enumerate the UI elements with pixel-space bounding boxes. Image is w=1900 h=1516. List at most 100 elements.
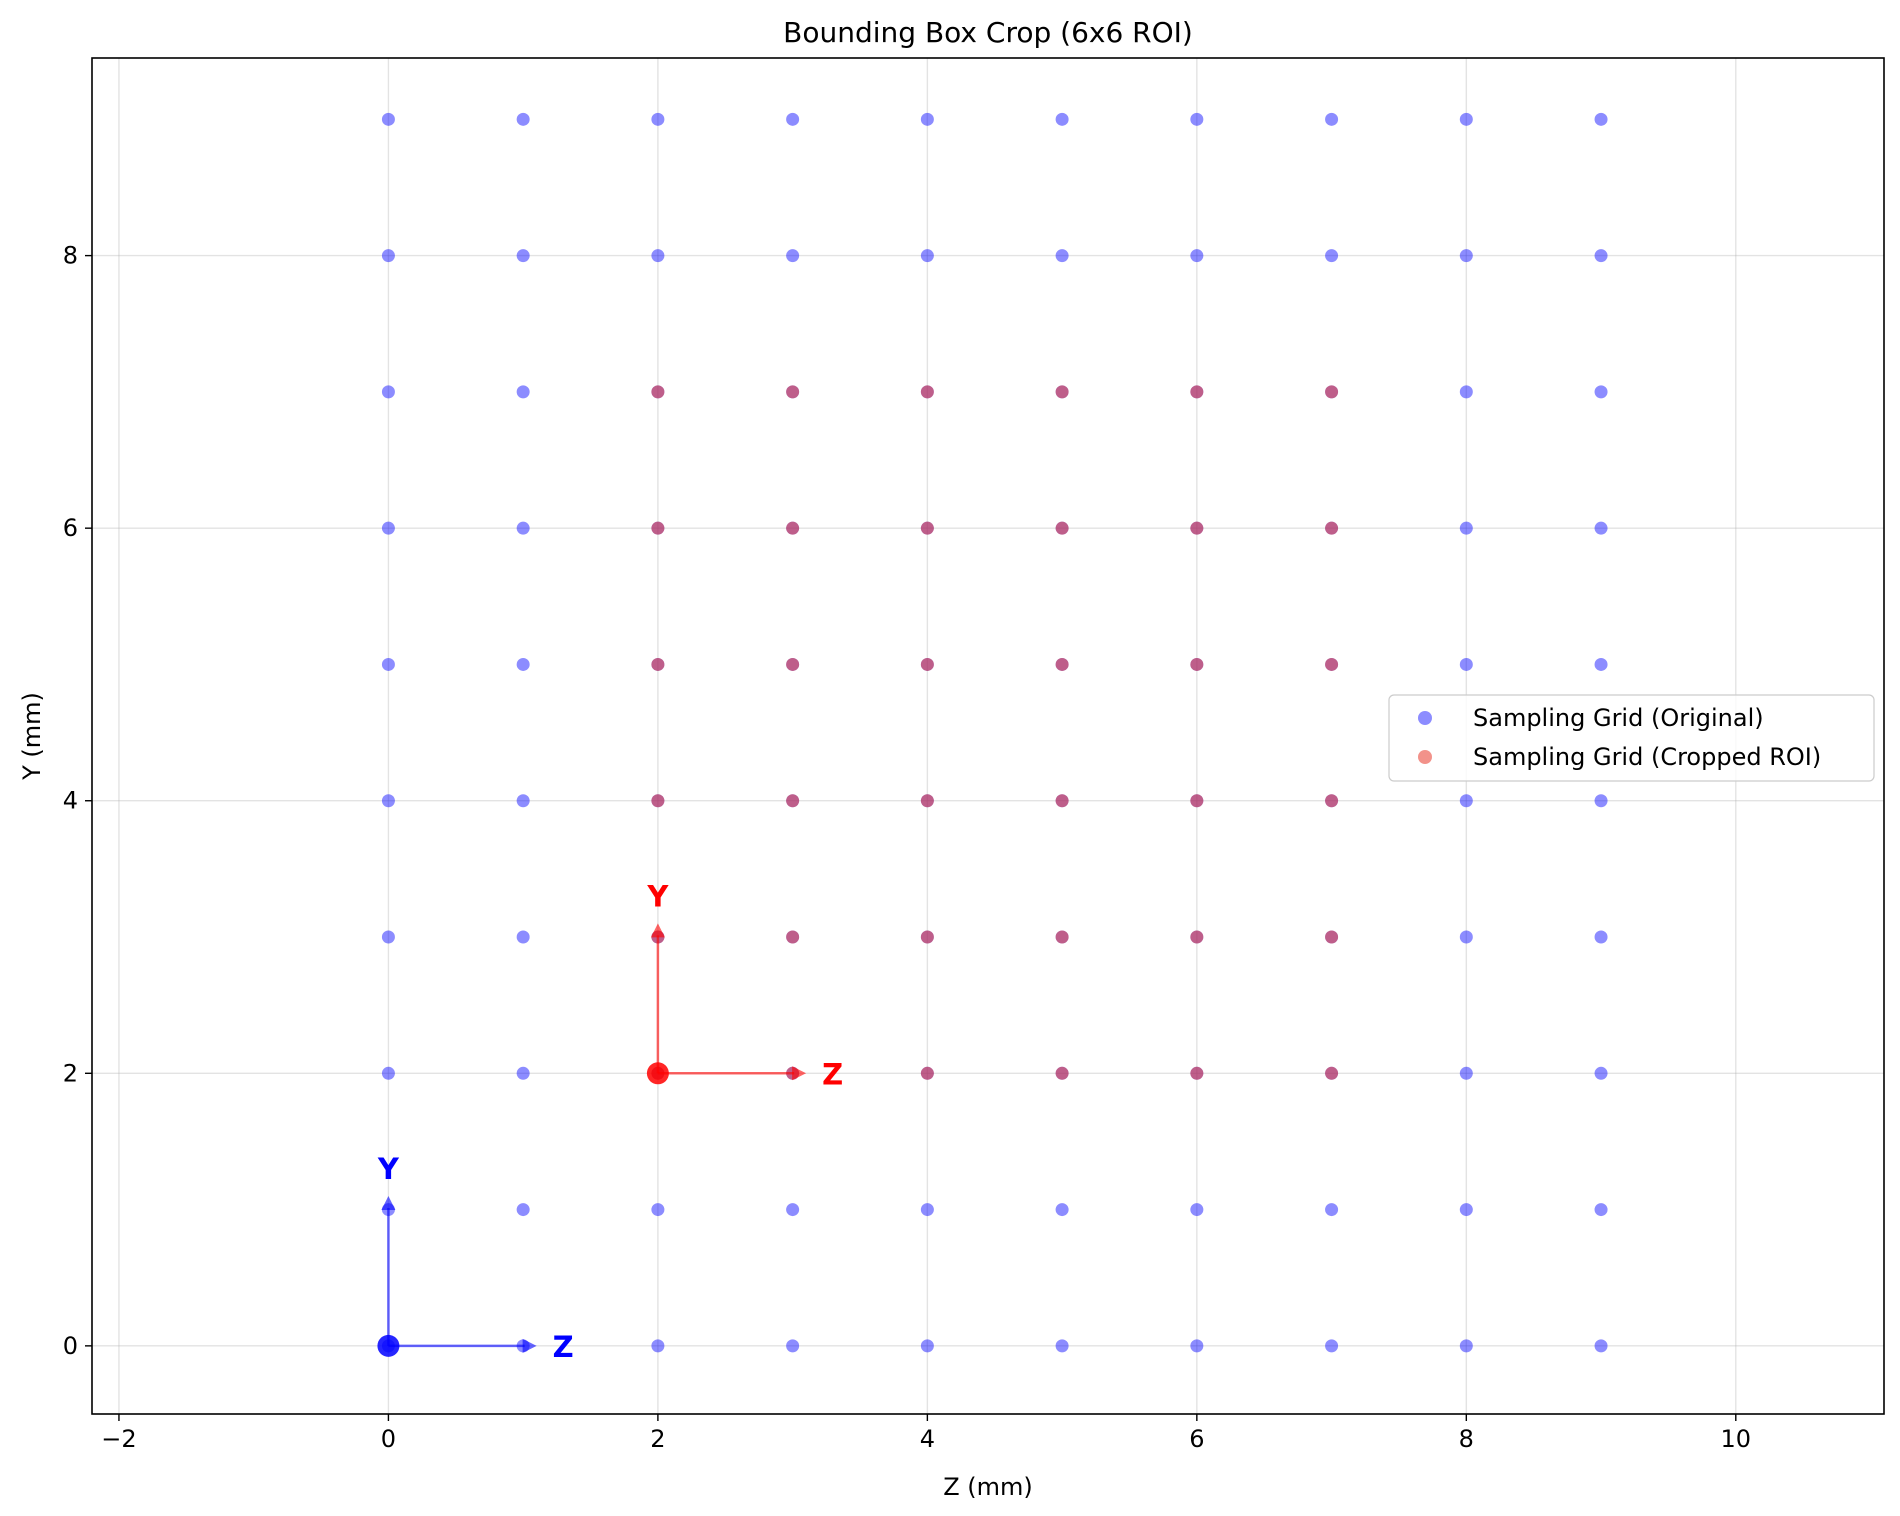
y-arrow-head bbox=[381, 1195, 396, 1210]
y-axis-label: Y (mm) bbox=[18, 692, 46, 781]
data-point bbox=[1459, 385, 1473, 399]
data-point bbox=[786, 249, 800, 263]
x-tick-label: 4 bbox=[920, 1425, 935, 1453]
data-point bbox=[516, 385, 530, 399]
data-point bbox=[1325, 930, 1339, 944]
data-point bbox=[1055, 657, 1069, 671]
data-point bbox=[651, 521, 665, 535]
data-point bbox=[381, 794, 395, 808]
data-point bbox=[786, 1203, 800, 1217]
y-tick-label: 6 bbox=[63, 514, 78, 542]
data-point bbox=[651, 249, 665, 263]
y-tick-label: 8 bbox=[63, 242, 78, 270]
data-point bbox=[1459, 657, 1473, 671]
data-point bbox=[920, 1339, 934, 1353]
data-point bbox=[920, 794, 934, 808]
data-point bbox=[1190, 794, 1204, 808]
original-frame-axes: ZY bbox=[377, 1152, 574, 1364]
data-point bbox=[1055, 1339, 1069, 1353]
data-point bbox=[1055, 930, 1069, 944]
data-point bbox=[786, 521, 800, 535]
data-point bbox=[381, 521, 395, 535]
legend-label-original: Sampling Grid (Original) bbox=[1473, 704, 1764, 732]
data-point bbox=[1325, 1339, 1339, 1353]
legend: Sampling Grid (Original) Sampling Grid (… bbox=[1388, 694, 1875, 782]
data-point bbox=[651, 112, 665, 126]
z-arrow-head bbox=[792, 1066, 807, 1081]
data-point bbox=[1325, 249, 1339, 263]
data-point bbox=[1594, 657, 1608, 671]
data-point bbox=[1459, 1203, 1473, 1217]
data-point bbox=[651, 1339, 665, 1353]
y-arrow-label: Y bbox=[646, 879, 669, 913]
frame-origin-marker bbox=[377, 1334, 400, 1357]
data-point bbox=[516, 1203, 530, 1217]
data-point bbox=[381, 249, 395, 263]
data-point bbox=[516, 249, 530, 263]
data-point bbox=[516, 112, 530, 126]
data-point bbox=[1190, 930, 1204, 944]
data-point bbox=[1594, 1339, 1608, 1353]
data-point bbox=[1459, 1339, 1473, 1353]
data-point bbox=[1594, 1203, 1608, 1217]
legend-label-cropped: Sampling Grid (Cropped ROI) bbox=[1473, 743, 1821, 771]
data-point bbox=[1594, 794, 1608, 808]
data-point bbox=[381, 1066, 395, 1080]
x-tick-label: 0 bbox=[381, 1425, 396, 1453]
data-point bbox=[1325, 385, 1339, 399]
data-point bbox=[1190, 1339, 1204, 1353]
chart-title: Bounding Box Crop (6x6 ROI) bbox=[783, 16, 1193, 49]
data-point bbox=[516, 521, 530, 535]
legend-marker-cropped bbox=[1418, 750, 1432, 764]
x-tick-label: 6 bbox=[1189, 1425, 1204, 1453]
data-point bbox=[651, 1203, 665, 1217]
y-arrow-label: Y bbox=[377, 1152, 400, 1186]
data-point bbox=[786, 657, 800, 671]
cropped-frame-axes: ZY bbox=[646, 879, 843, 1091]
data-point bbox=[1459, 794, 1473, 808]
data-point bbox=[920, 1203, 934, 1217]
data-point bbox=[1459, 249, 1473, 263]
data-point bbox=[516, 1066, 530, 1080]
x-tick-label: −2 bbox=[101, 1425, 136, 1453]
data-point bbox=[1325, 657, 1339, 671]
data-point bbox=[516, 794, 530, 808]
x-tick-label: 2 bbox=[650, 1425, 665, 1453]
data-point bbox=[920, 249, 934, 263]
data-point bbox=[651, 657, 665, 671]
y-tick-label: 4 bbox=[63, 787, 78, 815]
data-point bbox=[1055, 112, 1069, 126]
data-point bbox=[920, 657, 934, 671]
z-arrow-label: Z bbox=[822, 1057, 843, 1091]
data-point bbox=[651, 385, 665, 399]
data-point bbox=[786, 930, 800, 944]
data-point bbox=[786, 1339, 800, 1353]
data-point bbox=[1594, 249, 1608, 263]
x-tick-label: 8 bbox=[1459, 1425, 1474, 1453]
data-point bbox=[1055, 1066, 1069, 1080]
data-point bbox=[1190, 521, 1204, 535]
data-point bbox=[1190, 657, 1204, 671]
data-point bbox=[1190, 112, 1204, 126]
ticks: −2 0 2 4 6 8 10 0 2 4 6 8 bbox=[63, 242, 1751, 1453]
data-point bbox=[1325, 521, 1339, 535]
legend-box bbox=[1388, 694, 1875, 782]
data-point bbox=[1459, 1066, 1473, 1080]
data-point bbox=[516, 930, 530, 944]
data-point bbox=[1190, 1203, 1204, 1217]
data-point bbox=[381, 385, 395, 399]
data-point bbox=[1325, 794, 1339, 808]
data-point bbox=[920, 385, 934, 399]
data-point bbox=[1055, 794, 1069, 808]
data-point bbox=[920, 521, 934, 535]
data-point bbox=[786, 112, 800, 126]
data-point bbox=[1594, 1066, 1608, 1080]
data-point bbox=[1459, 521, 1473, 535]
data-point bbox=[1325, 1203, 1339, 1217]
data-point bbox=[516, 657, 530, 671]
data-point bbox=[786, 794, 800, 808]
series-cropped bbox=[651, 385, 1339, 1080]
series-layer bbox=[381, 112, 1608, 1353]
